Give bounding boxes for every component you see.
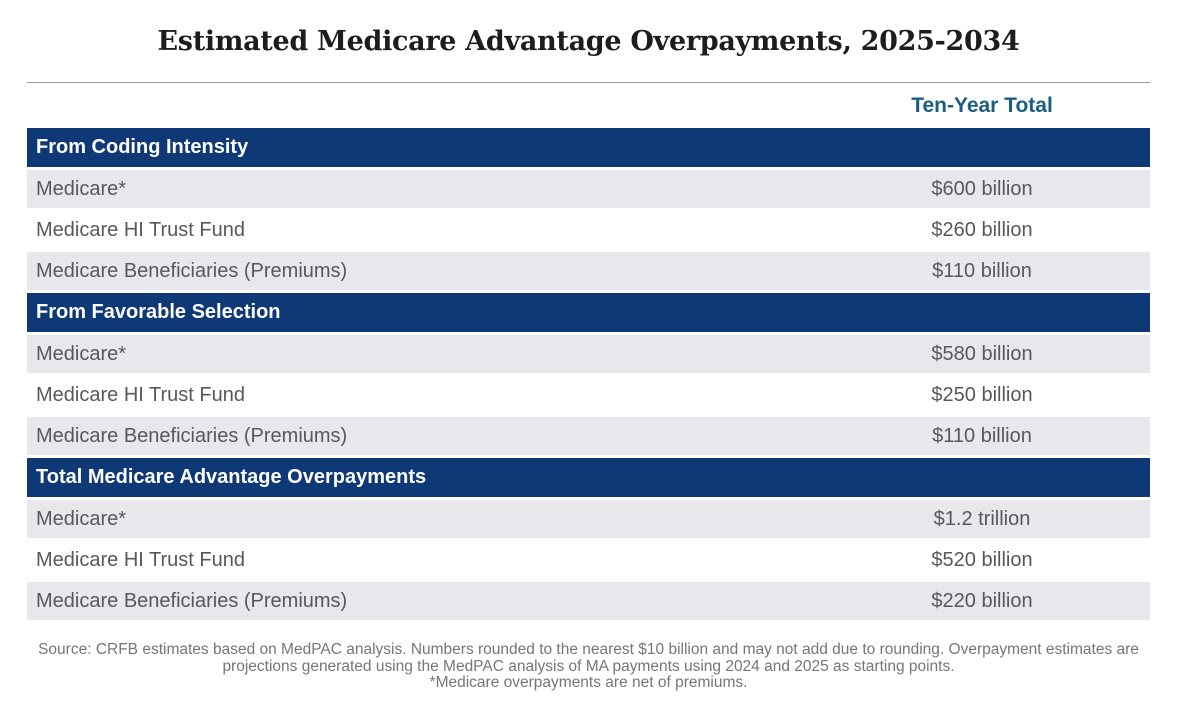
table-row: Medicare Beneficiaries (Premiums) $220 b… [27, 582, 1150, 620]
row-value: $250 billion [931, 383, 1033, 406]
column-header-row: Ten-Year Total [27, 83, 1150, 128]
row-label: Medicare Beneficiaries (Premiums) [36, 259, 348, 282]
row-label: Medicare Beneficiaries (Premiums) [36, 424, 348, 447]
section-header-total-overpayments: Total Medicare Advantage Overpayments [27, 458, 1150, 497]
row-value: $220 billion [931, 589, 1033, 612]
row-value: $580 billion [931, 342, 1033, 365]
row-value: $600 billion [931, 177, 1033, 200]
table-row: Medicare HI Trust Fund $520 billion [27, 541, 1150, 579]
row-label: Medicare* [36, 342, 127, 365]
row-value: $520 billion [931, 548, 1033, 571]
chart-title: Estimated Medicare Advantage Overpayment… [157, 26, 1020, 57]
row-value: $110 billion [932, 259, 1032, 282]
title-divider [27, 82, 1150, 83]
table-row: Medicare* $580 billion [27, 335, 1150, 373]
table-row: Medicare Beneficiaries (Premiums) $110 b… [27, 252, 1150, 290]
source-footnote: Source: CRFB estimates based on MedPAC a… [27, 641, 1150, 692]
column-header-ten-year-total: Ten-Year Total [911, 93, 1053, 117]
row-value: $110 billion [932, 424, 1032, 447]
row-label: Medicare Beneficiaries (Premiums) [36, 589, 348, 612]
table-row: Medicare HI Trust Fund $250 billion [27, 376, 1150, 414]
table-row: Medicare* $1.2 trillion [27, 500, 1150, 538]
overpayments-table-figure: Estimated Medicare Advantage Overpayment… [27, 0, 1150, 692]
footnote-line: Source: CRFB estimates based on MedPAC a… [38, 641, 1139, 658]
table-row: Medicare HI Trust Fund $260 billion [27, 211, 1150, 249]
row-label: Medicare HI Trust Fund [36, 383, 245, 406]
row-label: Medicare* [36, 177, 127, 200]
row-label: Medicare HI Trust Fund [36, 548, 245, 571]
row-value: $260 billion [931, 218, 1033, 241]
section-header-coding-intensity: From Coding Intensity [27, 128, 1150, 167]
footnote-line: projections generated using the MedPAC a… [222, 657, 955, 675]
row-value: $1.2 trillion [933, 507, 1031, 530]
table-row: Medicare* $600 billion [27, 170, 1150, 208]
table-row: Medicare Beneficiaries (Premiums) $110 b… [27, 417, 1150, 455]
section-header-favorable-selection: From Favorable Selection [27, 293, 1150, 332]
row-label: Medicare* [36, 507, 127, 530]
row-label: Medicare HI Trust Fund [36, 218, 245, 241]
footnote-line: *Medicare overpayments are net of premiu… [429, 674, 748, 691]
